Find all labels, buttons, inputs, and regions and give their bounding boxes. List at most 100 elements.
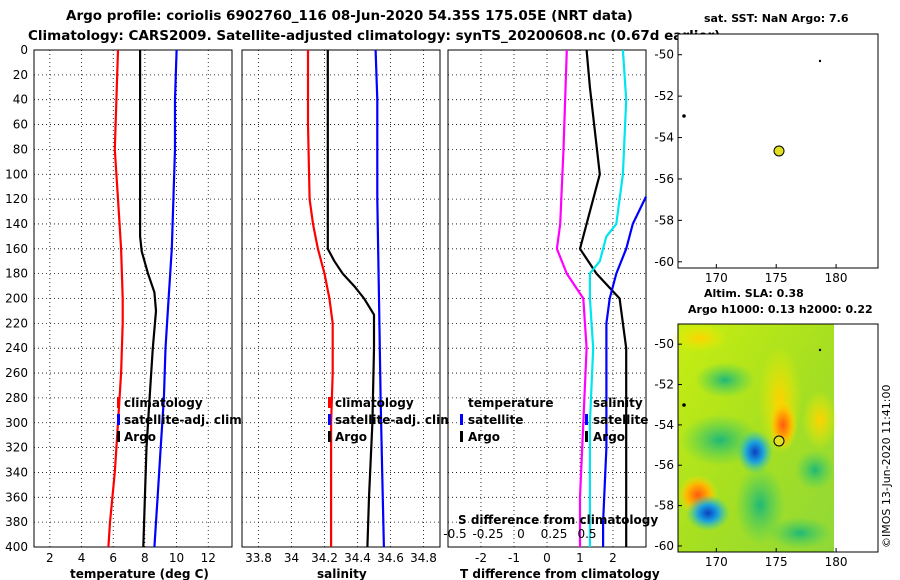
sla-other-float-marker: [818, 348, 822, 352]
temperature-panel: 2 4 6 8 10 12 temperature (deg C) climatology…: [33, 49, 246, 580]
depth-tick-label: 0: [20, 43, 28, 57]
legend-label-satellite: satellite-adj. clim.: [335, 413, 457, 427]
x-tick-label: 34: [284, 551, 299, 565]
map-lat-tick: -50: [654, 48, 674, 62]
map-lat-tick: -52: [654, 378, 674, 392]
argo-line: [326, 50, 376, 548]
t-difference-label: T difference from climatology: [460, 567, 660, 580]
sst-map: sat. SST: NaN Argo: 7.6 170 175 180 -50 -52 -…: [654, 12, 879, 285]
s-tick-label: -0.25: [472, 527, 503, 541]
x-tick-label: 1: [576, 551, 584, 565]
x-tick-label: 34.8: [410, 551, 437, 565]
argo-line: [139, 50, 158, 548]
map-lat-tick: -58: [654, 213, 674, 227]
x-tick-label: 10: [169, 551, 184, 565]
map-lon-tick: 180: [825, 555, 848, 569]
map-lon-tick: 170: [705, 555, 728, 569]
climatology-line: [107, 49, 124, 548]
map-lat-tick: -52: [654, 89, 674, 103]
x-tick-label: 34.2: [311, 551, 338, 565]
x-tick-label: 4: [78, 551, 86, 565]
x-tick-label: 33.8: [245, 551, 272, 565]
legend-swatch-argo: [328, 431, 331, 442]
sst-other-float-marker: [818, 59, 822, 63]
map-lat-tick: -54: [654, 418, 674, 432]
legend-label-argo: Argo: [124, 430, 156, 444]
legend-swatch-s-argo: [585, 431, 588, 442]
depth-tick-label: 300: [5, 416, 28, 430]
map-lat-tick: -50: [654, 337, 674, 351]
s-tick-label: 0: [517, 527, 525, 541]
difference-legend: temperature satellite Argo salinity sate…: [460, 396, 648, 444]
sla-map: Altim. SLA: 0.38 Argo h1000: 0.13 h2000:…: [654, 287, 879, 569]
depth-tick-label: 100: [5, 167, 28, 181]
s-tick-label: 0.5: [577, 527, 596, 541]
sla-map-title-line1: Altim. SLA: 0.38: [704, 287, 804, 300]
map-lat-tick: -60: [654, 539, 674, 553]
sla-float-marker: [773, 435, 785, 447]
legend-label-climatology: climatology: [335, 396, 414, 410]
s-argo-diff-line: [601, 196, 647, 547]
imos-credit: ©IMOS 13-Jun-2020 11:41:00: [880, 384, 893, 548]
sla-map-frame: [677, 323, 879, 553]
x-tick-label: 2: [46, 551, 54, 565]
sst-other-float-marker: [682, 114, 686, 118]
depth-tick-label: 240: [5, 341, 28, 355]
figure-title-line1: Argo profile: coriolis 6902760_116 08-Ju…: [66, 8, 633, 24]
t-argo-diff-line: [578, 49, 628, 547]
s-tick-label: -0.5: [443, 527, 466, 541]
legend-label-t-satellite: satellite: [468, 413, 523, 427]
depth-tick-label: 320: [5, 441, 28, 455]
map-lon-tick: 175: [765, 555, 788, 569]
legend-title-temperature: temperature: [468, 396, 553, 410]
legend-title-salinity: salinity: [593, 396, 643, 410]
depth-tick-label: 340: [5, 465, 28, 479]
map-lat-tick: -58: [654, 499, 674, 513]
legend-swatch-satellite: [117, 414, 120, 425]
salinity-panel: 33.8 34 34.2 34.4 34.6 34.8 salinity climatol…: [241, 49, 457, 580]
map-lat-tick: -56: [654, 458, 674, 472]
depth-tick-label: 40: [13, 93, 28, 107]
salinity-legend: climatology satellite-adj. clim. Argo: [328, 396, 457, 444]
legend-swatch-s-satellite: [585, 414, 588, 425]
salinity-x-label: salinity: [317, 567, 367, 580]
depth-tick-label: 20: [13, 68, 28, 82]
temperature-x-label: temperature (deg C): [70, 567, 209, 580]
difference-x-ticks: -2 -1 0 1 2: [475, 551, 617, 565]
s-difference-label: S difference from climatology: [458, 513, 658, 527]
depth-axis-labels: 0 20 40 60 80 100 120 140 160 180 200 220 240 260 280 3…: [5, 43, 28, 554]
legend-swatch-t-satellite: [460, 414, 463, 425]
depth-tick-label: 140: [5, 217, 28, 231]
depth-tick-label: 160: [5, 242, 28, 256]
legend-label-argo: Argo: [335, 430, 367, 444]
figure-title-line2: Climatology: CARS2009. Satellite-adjuste…: [28, 28, 720, 44]
depth-tick-label: 120: [5, 192, 28, 206]
legend-label-t-argo: Argo: [468, 430, 500, 444]
difference-grid: [448, 50, 646, 547]
salinity-x-ticks: 33.8 34 34.2 34.4 34.6 34.8: [245, 551, 437, 565]
satellite-line: [153, 49, 178, 548]
legend-label-climatology: climatology: [124, 396, 203, 410]
difference-lines: [555, 49, 647, 547]
s-tick-label: 0.25: [541, 527, 568, 541]
x-tick-label: 34.4: [344, 551, 371, 565]
map-lat-tick: -56: [654, 172, 674, 186]
sla-map-title-line2: Argo h1000: 0.13 h2000: 0.22: [688, 303, 873, 316]
legend-label-s-argo: Argo: [593, 430, 625, 444]
temperature-legend: climatology satellite-adj. clim. Argo: [117, 396, 246, 444]
sla-map-ticks: 170 175 180 -50 -52 -54 -56 -58 -60: [654, 337, 847, 569]
legend-label-s-satellite: satellite: [593, 413, 648, 427]
climatology-line: [306, 50, 334, 547]
legend-swatch-climatology: [117, 397, 120, 408]
depth-tick-label: 260: [5, 366, 28, 380]
depth-tick-label: 360: [5, 490, 28, 504]
sla-other-float-marker: [682, 403, 686, 407]
sst-map-ticks: 170 175 180 -50 -52 -54 -56 -58 -60: [654, 48, 847, 285]
s-difference-ticks: -0.5 -0.25 0 0.25 0.5: [443, 527, 596, 541]
difference-panel: -2 -1 0 1 2 -0.5 -0.25 0 0.25 0.5 S difference f…: [443, 49, 660, 580]
map-lon-tick: 170: [705, 271, 728, 285]
x-tick-label: 8: [141, 551, 149, 565]
map-lat-tick: -54: [654, 131, 674, 145]
x-tick-label: 0: [543, 551, 551, 565]
